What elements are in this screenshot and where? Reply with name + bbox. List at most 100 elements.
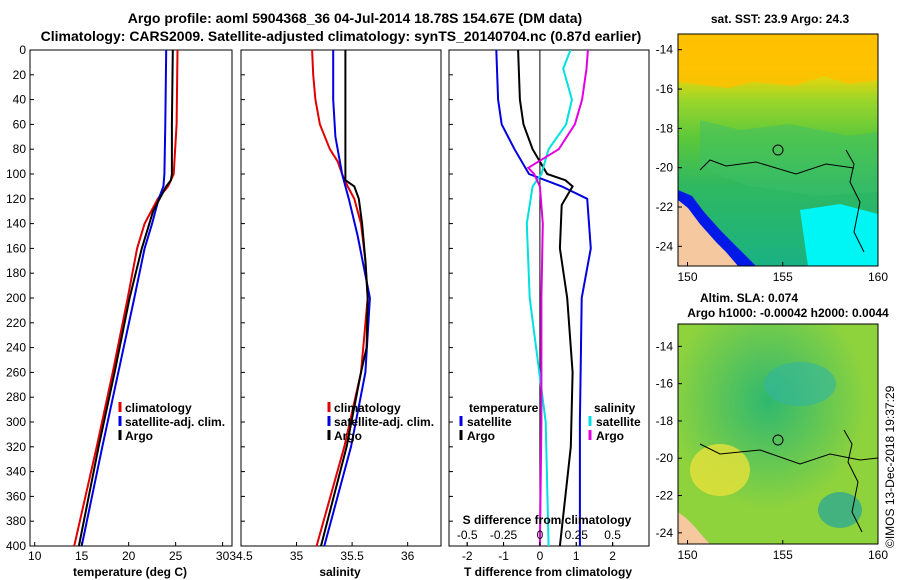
x-tick-label: -0.5 [457,528,478,542]
sst-cool-patch [800,204,878,266]
depth-tick-label: 320 [6,440,26,454]
legend-title-temperature: temperature [469,401,539,415]
lat-tick-label: -22 [656,489,674,503]
sst-map-axes: -14 -16 -18 -20 -22 -24 150 155 160 [656,43,889,284]
series-s-argo [526,50,589,546]
depth-tick-label: 360 [6,489,26,503]
depth-tick-label: 160 [6,241,26,255]
sst-map-title: sat. SST: 23.9 Argo: 24.3 [711,12,850,26]
series-climatology [311,50,369,546]
series-t-argo [517,50,574,546]
sst-warm-band [678,34,878,88]
sst-map-frame [677,33,879,267]
x-tick-label: 35 [290,549,304,563]
lon-tick-label: 155 [773,548,793,562]
lat-tick-label: -20 [656,161,674,175]
lon-tick-label: 160 [868,548,888,562]
sla-low-anomaly-south [818,492,862,528]
x-tick-label: -1 [498,549,509,563]
sst-mid-band [700,120,878,196]
lat-tick-label: -24 [656,526,674,540]
series-argo [77,50,174,546]
x-tick-label: 30 [216,549,230,563]
lon-tick-label: 150 [678,270,698,284]
salinity-xlabel: salinity [319,565,361,579]
depth-tick-label: 120 [6,192,26,206]
sst-map [677,33,879,267]
lat-tick-label: -18 [656,121,674,135]
sla-argo-marker [772,434,784,446]
depth-tick-label: 260 [6,365,26,379]
sst-land [678,200,738,266]
legend-label-s-argo: Argo [596,429,624,443]
depth-tick-label: 280 [6,390,26,404]
lon-tick-label: 160 [868,270,888,284]
legend-label-climatology: climatology [334,401,401,415]
x-tick-label: -0.25 [490,528,518,542]
difference-legend-temperature: temperature satellite Argo [459,401,539,443]
depth-tick-label: 40 [13,93,27,107]
sla-map-title: Altim. SLA: 0.074 [700,291,798,305]
sst-depth-contour [699,159,855,175]
sla-low-anomaly [764,362,836,406]
depth-tick-label: 180 [6,266,26,280]
salinity-panel [240,49,442,547]
temperature-panel [29,49,233,547]
legend-label-satellite: satellite-adj. clim. [125,415,225,429]
x-tick-label: -2 [462,549,473,563]
series-s-satellite [525,50,573,546]
sla-map-subtitle: Argo h1000: -0.00042 h2000: 0.0044 [687,306,889,320]
depth-tick-label: 300 [6,415,26,429]
sla-map-axes: -14 -16 -18 -20 -22 -24 150 155 160 [656,339,889,562]
legend-label-satellite: satellite-adj. clim. [334,415,434,429]
x-tick-label: 0.25 [565,528,589,542]
depth-tick-label: 200 [6,291,26,305]
depth-tick-label: 400 [6,539,26,553]
lat-tick-label: -24 [656,239,674,253]
x-tick-label: 25 [169,549,183,563]
x-tick-label: 0 [537,549,544,563]
salinity-legend: climatology satellite-adj. clim. Argo [327,401,434,443]
legend-label-t-argo: Argo [467,429,495,443]
sla-land [678,512,710,544]
x-tick-label: 1 [573,549,580,563]
x-tick-label: 0.5 [604,528,621,542]
depth-axis: 0 20 40 60 80 100 120 140 160 180 200 220 240 260 280 3… [6,43,453,553]
x-tick-label: 10 [28,549,42,563]
lat-tick-label: -16 [656,377,674,391]
imos-credit: ©IMOS 13-Dec-2018 19:37:29 [883,385,897,548]
legend-label-climatology: climatology [125,401,192,415]
difference-lines [495,50,592,546]
temperature-lines [73,50,179,546]
series-argo [320,50,369,546]
lon-tick-label: 150 [678,548,698,562]
title-line-2: Climatology: CARS2009. Satellite-adjuste… [41,28,642,44]
series-satellite-adj-clim- [323,50,371,546]
lat-tick-label: -22 [656,200,674,214]
x-axes: 10 15 20 25 30 34.5 35 35.5 36 -2 -1 0 1 2 -0.5 -0.25 0 0… [28,528,621,563]
lat-tick-label: -14 [656,43,674,57]
legend-label-argo: Argo [125,429,153,443]
legend-title-salinity: salinity [594,401,636,415]
x-tick-label: 15 [75,549,89,563]
difference-panel [448,49,650,547]
legend-label-argo: Argo [334,429,362,443]
lon-tick-label: 155 [773,270,793,284]
series-satellite-adj-clim- [80,50,168,546]
sst-argo-marker [772,144,784,156]
lat-tick-label: -14 [656,339,674,353]
t-difference-xlabel: T difference from climatology [464,565,632,579]
title-line-1: Argo profile: aoml 5904368_36 04-Jul-201… [128,10,582,26]
difference-legend-salinity: salinity satellite Argo [588,401,641,443]
depth-tick-label: 380 [6,514,26,528]
temperature-legend: climatology satellite-adj. clim. Argo [118,401,225,443]
legend-label-s-satellite: satellite [596,415,641,429]
x-tick-label: 34.5 [229,549,253,563]
lat-tick-label: -18 [656,414,674,428]
x-tick-label: 0 [537,528,544,542]
sla-reef-contour [843,429,863,533]
x-tick-label: 36 [401,549,415,563]
sla-depth-contour [699,443,879,465]
depth-tick-label: 240 [6,341,26,355]
